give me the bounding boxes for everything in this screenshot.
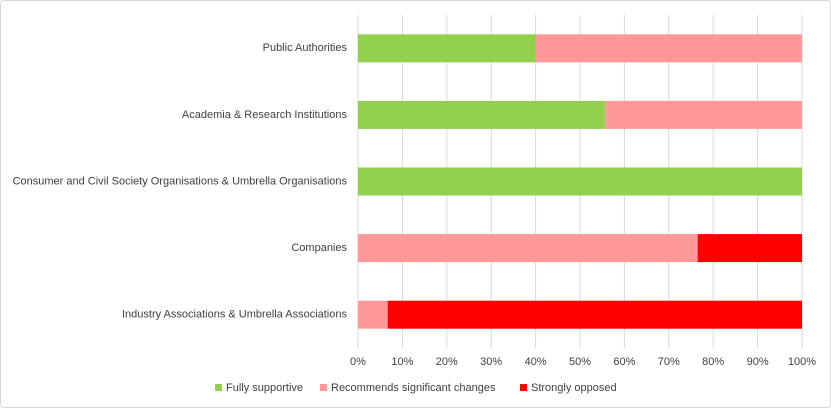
bar-segment xyxy=(604,100,802,129)
legend-label: Strongly opposed xyxy=(531,382,617,394)
y-tick-label: Public Authorities xyxy=(263,42,348,54)
bar-segment xyxy=(358,34,536,63)
legend-swatch xyxy=(520,384,527,391)
bar-segment xyxy=(358,300,388,329)
x-tick-label: 60% xyxy=(613,356,635,368)
x-tick-label: 20% xyxy=(436,356,458,368)
bar-segment xyxy=(535,34,802,63)
legend-label: Recommends significant changes xyxy=(331,382,496,394)
y-tick-label: Companies xyxy=(291,242,347,254)
x-tick-label: 90% xyxy=(747,356,769,368)
x-tick-label: 100% xyxy=(788,356,816,368)
x-tick-label: 50% xyxy=(569,356,591,368)
y-tick-label: Consumer and Civil Society Organisations… xyxy=(13,175,348,187)
legend-swatch xyxy=(215,384,222,391)
bar-segment xyxy=(697,234,802,263)
x-tick-label: 40% xyxy=(525,356,547,368)
x-tick-label: 10% xyxy=(391,356,413,368)
x-tick-label: 30% xyxy=(480,356,502,368)
y-tick-label: Industry Associations & Umbrella Associa… xyxy=(122,309,347,321)
legend-swatch xyxy=(320,384,327,391)
y-tick-label: Academia & Research Institutions xyxy=(182,109,348,121)
bar-segment xyxy=(358,100,605,129)
x-tick-label: 80% xyxy=(702,356,724,368)
x-tick-label: 70% xyxy=(658,356,680,368)
bar-segment xyxy=(358,234,698,263)
bar-segment xyxy=(387,300,802,329)
bar-segment xyxy=(358,167,802,196)
x-tick-label: 0% xyxy=(350,356,366,368)
legend-label: Fully supportive xyxy=(226,382,303,394)
